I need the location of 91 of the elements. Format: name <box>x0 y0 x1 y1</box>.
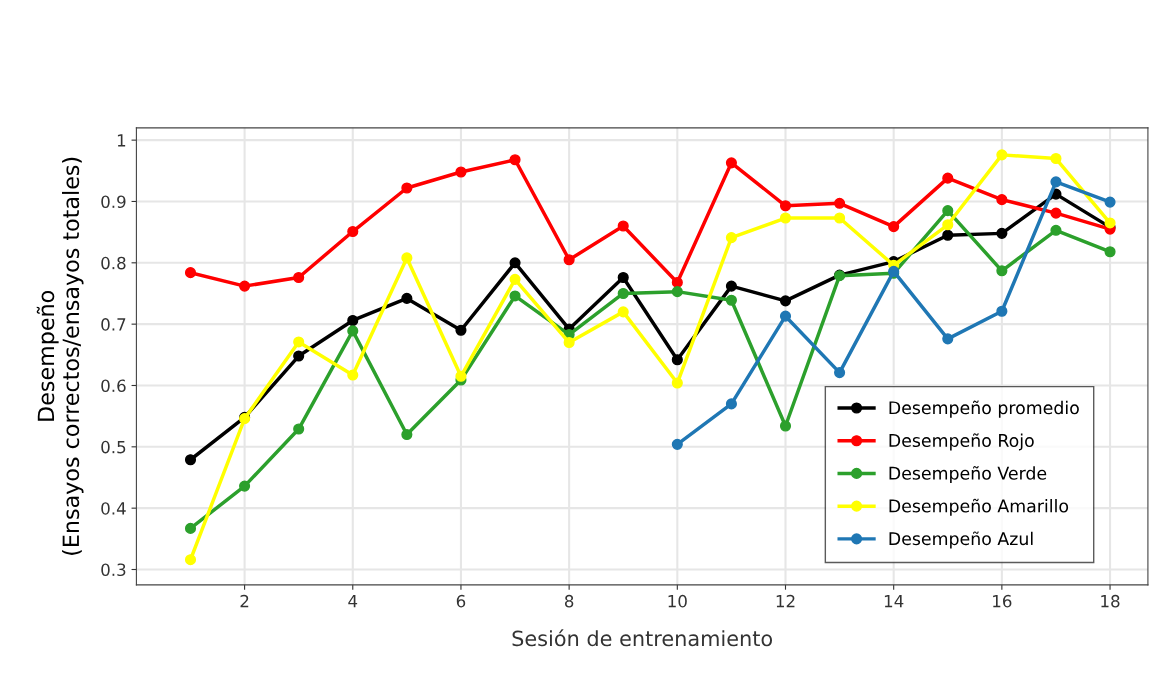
y-axis-title: Desempeño (Ensayos correctos/ensayos totales) <box>36 157 84 555</box>
point <box>563 254 575 266</box>
point <box>671 377 683 389</box>
point <box>401 182 413 194</box>
point <box>725 157 737 169</box>
point <box>725 294 737 306</box>
y-tick-label: 0.8 <box>101 256 126 270</box>
x-tick-label: 8 <box>564 594 574 608</box>
point <box>563 336 575 349</box>
point <box>347 369 359 381</box>
point <box>888 221 900 233</box>
x-tick-label: 18 <box>1101 594 1120 608</box>
point <box>1104 246 1116 258</box>
point <box>725 398 737 410</box>
point <box>617 306 629 318</box>
point <box>671 354 683 366</box>
x-axis-title: Sesión de entrenamiento <box>512 629 773 647</box>
point <box>617 271 629 284</box>
point <box>184 454 197 466</box>
point <box>184 267 197 279</box>
point <box>239 280 251 292</box>
point <box>996 305 1008 317</box>
point <box>1050 176 1062 188</box>
point <box>834 367 846 379</box>
point <box>617 287 629 300</box>
y-tick-label: 0.3 <box>101 563 126 577</box>
x-tick-label: 10 <box>668 594 687 608</box>
point <box>455 166 467 178</box>
point <box>293 271 305 284</box>
legend-label: Desempeño Azul <box>889 531 1033 549</box>
point <box>996 265 1008 277</box>
legend-label: Desempeño promedio <box>889 400 1079 418</box>
point <box>455 324 467 336</box>
point <box>779 200 792 212</box>
y-tick-label: 0.7 <box>101 318 126 331</box>
point <box>293 336 305 348</box>
point <box>509 273 521 285</box>
x-tick-label: 2 <box>240 594 249 608</box>
point <box>509 290 521 302</box>
point <box>1050 152 1062 165</box>
point <box>617 220 629 232</box>
y-tick-label: 0.4 <box>101 502 126 515</box>
point <box>347 325 359 337</box>
point <box>779 310 792 322</box>
point <box>347 225 359 238</box>
point <box>401 292 413 304</box>
point <box>996 227 1008 239</box>
point <box>184 554 197 566</box>
x-tick-label: 16 <box>993 594 1012 608</box>
point <box>996 149 1008 161</box>
legend-label: Desempeño Verde <box>889 466 1047 484</box>
x-tick-label: 6 <box>456 594 466 608</box>
point <box>347 314 359 327</box>
y-tick-label: 1 <box>117 134 126 147</box>
point <box>942 172 954 184</box>
point <box>1050 224 1062 236</box>
point <box>184 522 197 534</box>
point <box>942 205 954 217</box>
point <box>1104 196 1116 208</box>
point <box>293 350 305 362</box>
point <box>779 212 792 224</box>
point <box>455 370 467 382</box>
y-tick-label: 0.9 <box>101 195 126 209</box>
point <box>942 229 954 241</box>
point <box>509 154 521 166</box>
point <box>834 212 846 224</box>
point <box>671 276 683 288</box>
legend-label: Desempeño Rojo <box>889 433 1034 451</box>
x-tick-label: 4 <box>348 595 358 608</box>
point <box>239 480 251 492</box>
point <box>725 280 737 292</box>
point <box>671 438 683 450</box>
y-tick-label: 0.5 <box>101 440 126 454</box>
point <box>779 420 792 432</box>
point <box>293 423 305 435</box>
point <box>779 295 792 307</box>
x-tick-label: 14 <box>884 595 904 608</box>
point <box>1050 207 1062 219</box>
point <box>996 194 1008 206</box>
point <box>834 197 846 209</box>
x-tick-label: 12 <box>776 594 795 608</box>
point <box>725 232 737 244</box>
point <box>401 429 413 441</box>
point <box>401 252 413 264</box>
legend-label: Desempeño Amarillo <box>889 498 1069 516</box>
y-tick-label: 0.6 <box>101 379 126 393</box>
point <box>671 286 683 298</box>
point <box>509 257 521 269</box>
point <box>942 219 954 231</box>
point <box>1104 217 1116 229</box>
point <box>942 333 954 345</box>
